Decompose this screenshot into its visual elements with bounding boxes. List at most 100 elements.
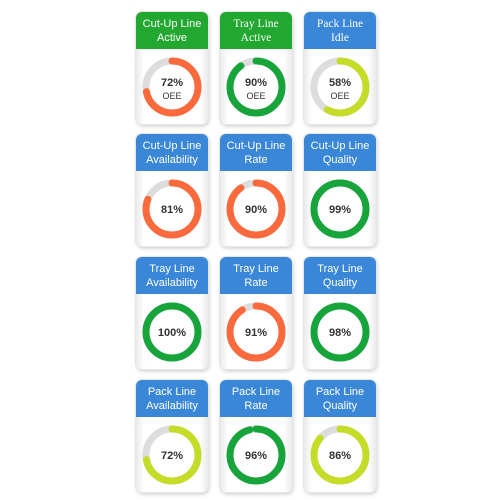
card-subtitle: Availability: [146, 153, 198, 166]
ring-progress-arc: [142, 425, 202, 485]
card-header: Tray Line Active: [220, 12, 292, 49]
ring-progress-arc: [142, 302, 202, 362]
percent-value: 99%: [328, 204, 352, 216]
gauge-card[interactable]: Cut-Up Line Quality 99%: [304, 134, 376, 246]
gauge-card[interactable]: Pack Line Availability 72%: [136, 380, 208, 492]
card-header: Tray Line Rate: [220, 257, 292, 294]
card-body: 90%: [220, 171, 292, 246]
card-body: 98%: [304, 294, 376, 369]
percent-value: 72%: [160, 77, 184, 89]
ring-svg: [310, 179, 370, 239]
card-body: 90% OEE: [220, 49, 292, 124]
ring-svg: [142, 179, 202, 239]
ring-progress-arc: [142, 57, 202, 117]
gauge-card[interactable]: Tray Line Rate 91%: [220, 257, 292, 369]
ring-svg: [142, 302, 202, 362]
progress-ring: 72% OEE: [140, 55, 204, 119]
card-subtitle: Rate: [244, 153, 268, 166]
ring-progress-arc: [226, 179, 286, 239]
card-header: Pack Line Quality: [304, 380, 376, 417]
card-header: Cut-Up Line Active: [136, 12, 208, 49]
progress-ring: 99%: [308, 177, 372, 241]
ring-progress-arc: [142, 179, 202, 239]
card-subtitle: Rate: [244, 399, 268, 412]
card-header: Pack Line Availability: [136, 380, 208, 417]
card-body: 99%: [304, 171, 376, 246]
card-body: 91%: [220, 294, 292, 369]
gauge-card[interactable]: Tray Line Quality 98%: [304, 257, 376, 369]
ring-progress-arc: [310, 425, 370, 485]
card-subtitle: Quality: [322, 153, 358, 166]
ring-progress-arc: [310, 302, 370, 362]
progress-ring: 100%: [140, 300, 204, 364]
card-body: 81%: [136, 171, 208, 246]
card-title: Tray Line: [317, 262, 363, 275]
card-title: Pack Line: [147, 385, 197, 398]
card-subtitle: Availability: [146, 399, 198, 412]
progress-ring: 72%: [140, 423, 204, 487]
card-body: 86%: [304, 417, 376, 492]
ring-progress-arc: [310, 57, 370, 117]
progress-ring: 90% OEE: [224, 55, 288, 119]
percent-value: 90%: [244, 204, 268, 216]
card-subtitle: Idle: [331, 31, 349, 44]
gauge-card[interactable]: Tray Line Active 90% OEE: [220, 12, 292, 124]
percent-value: 90%: [244, 77, 268, 89]
metric-label: OEE: [162, 91, 182, 101]
progress-ring: 58% OEE: [308, 55, 372, 119]
card-header: Cut-Up Line Rate: [220, 134, 292, 171]
progress-ring: 81%: [140, 177, 204, 241]
card-header: Pack Line Idle: [304, 12, 376, 49]
ring-svg: [226, 179, 286, 239]
card-body: 100%: [136, 294, 208, 369]
card-body: 72%: [136, 417, 208, 492]
card-header: Cut-Up Line Quality: [304, 134, 376, 171]
gauge-card[interactable]: Pack Line Idle 58% OEE: [304, 12, 376, 124]
progress-ring: 90%: [224, 177, 288, 241]
ring-svg: [226, 302, 286, 362]
card-title: Tray Line: [233, 262, 279, 275]
card-title: Cut-Up Line: [142, 139, 202, 152]
ring-svg: [226, 57, 286, 117]
gauge-card[interactable]: Pack Line Rate 96%: [220, 380, 292, 492]
gauge-card[interactable]: Cut-Up Line Rate 90%: [220, 134, 292, 246]
card-title: Tray Line: [233, 17, 279, 30]
metric-label: OEE: [330, 91, 350, 101]
card-subtitle: Quality: [322, 399, 358, 412]
ring-svg: [310, 57, 370, 117]
card-subtitle: Quality: [322, 276, 358, 289]
gauge-card[interactable]: Tray Line Availability 100%: [136, 257, 208, 369]
card-subtitle: Availability: [146, 276, 198, 289]
card-title: Tray Line: [149, 262, 195, 275]
card-title: Pack Line: [315, 385, 365, 398]
card-body: 58% OEE: [304, 49, 376, 124]
percent-value: 91%: [244, 327, 268, 339]
gauge-card[interactable]: Cut-Up Line Active 72% OEE: [136, 12, 208, 124]
percent-value: 100%: [157, 327, 187, 339]
ring-svg: [142, 57, 202, 117]
card-body: 72% OEE: [136, 49, 208, 124]
card-title: Pack Line: [316, 17, 364, 30]
ring-progress-arc: [310, 179, 370, 239]
ring-svg: [226, 425, 286, 485]
progress-ring: 86%: [308, 423, 372, 487]
percent-value: 72%: [160, 450, 184, 462]
progress-ring: 91%: [224, 300, 288, 364]
percent-value: 96%: [244, 450, 268, 462]
card-header: Tray Line Availability: [136, 257, 208, 294]
ring-svg: [310, 425, 370, 485]
card-subtitle: Active: [157, 31, 187, 44]
card-header: Cut-Up Line Availability: [136, 134, 208, 171]
gauge-card[interactable]: Cut-Up Line Availability 81%: [136, 134, 208, 246]
card-title: Pack Line: [231, 385, 281, 398]
percent-value: 81%: [160, 204, 184, 216]
card-header: Pack Line Rate: [220, 380, 292, 417]
card-title: Cut-Up Line: [310, 139, 370, 152]
ring-progress-arc: [226, 302, 286, 362]
gauge-card[interactable]: Pack Line Quality 86%: [304, 380, 376, 492]
card-title: Cut-Up Line: [142, 17, 202, 30]
card-subtitle: Rate: [244, 276, 268, 289]
ring-progress-arc: [226, 425, 286, 485]
metric-label: OEE: [246, 91, 266, 101]
ring-progress-arc: [226, 57, 286, 117]
